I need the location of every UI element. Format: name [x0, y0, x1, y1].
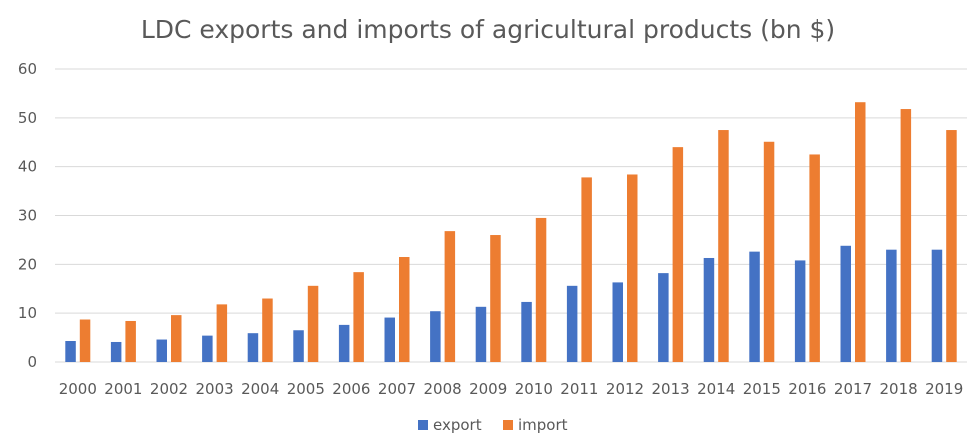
legend-label-export: export [433, 416, 482, 434]
bar-import-2016 [809, 154, 820, 362]
x-tick-label: 2007 [378, 380, 416, 398]
bar-import-2002 [171, 315, 182, 362]
bar-export-2000 [65, 341, 76, 362]
x-tick-label: 2016 [788, 380, 826, 398]
bar-import-2012 [627, 174, 638, 362]
y-tick-label: 50 [18, 109, 37, 127]
legend: export import [418, 416, 568, 434]
chart-title: LDC exports and imports of agricultural … [141, 15, 835, 44]
bar-export-2013 [658, 273, 669, 362]
legend-swatch-import [503, 420, 513, 430]
bar-import-2001 [125, 320, 136, 362]
bar-export-2006 [338, 324, 350, 362]
bar-export-2001 [110, 341, 122, 362]
x-tick-label: 2005 [287, 380, 325, 398]
x-tick-label: 2008 [424, 380, 462, 398]
gridlines [55, 68, 967, 363]
bar-export-2018 [886, 249, 897, 362]
bar-import-2011 [581, 177, 592, 362]
bar-export-2016 [794, 260, 806, 362]
x-tick-label: 2004 [241, 380, 279, 398]
legend-label-import: import [518, 416, 568, 434]
bar-export-2003 [202, 335, 213, 362]
bars [65, 102, 957, 362]
x-tick-label: 2019 [925, 380, 963, 398]
bar-export-2014 [703, 257, 715, 362]
y-tick-label: 40 [18, 158, 37, 176]
x-tick-label: 2014 [697, 380, 735, 398]
bar-import-2006 [353, 272, 364, 362]
bar-import-2013 [672, 147, 684, 362]
x-tick-label: 2000 [59, 380, 97, 398]
bar-import-2000 [79, 319, 91, 362]
bar-import-2019 [946, 130, 957, 362]
x-tick-label: 2015 [743, 380, 781, 398]
bar-export-2002 [156, 339, 167, 362]
bar-import-2005 [307, 285, 319, 362]
bar-import-2014 [718, 130, 729, 362]
y-tick-label: 10 [18, 304, 37, 322]
bar-export-2005 [293, 330, 304, 362]
bar-import-2007 [399, 257, 410, 362]
y-tick-label: 30 [18, 207, 37, 225]
x-tick-label: 2006 [332, 380, 370, 398]
y-tick-label: 60 [18, 60, 37, 78]
bar-import-2010 [535, 217, 547, 362]
x-tick-label: 2011 [560, 380, 598, 398]
bar-export-2008 [430, 311, 441, 362]
x-tick-label: 2003 [196, 380, 234, 398]
x-tick-label: 2009 [469, 380, 507, 398]
y-axis-ticks: 0 10 20 30 40 50 60 [18, 60, 37, 371]
legend-swatch-export [418, 420, 428, 430]
bar-import-2004 [262, 298, 273, 362]
y-tick-label: 0 [27, 353, 37, 371]
bar-export-2010 [521, 301, 532, 362]
bar-export-2009 [475, 306, 487, 362]
x-tick-label: 2017 [834, 380, 872, 398]
bar-import-2017 [855, 102, 866, 362]
bar-export-2004 [247, 333, 259, 362]
x-tick-label: 2012 [606, 380, 644, 398]
bar-import-2003 [216, 304, 228, 362]
x-tick-label: 2001 [104, 380, 142, 398]
bar-import-2008 [444, 231, 456, 362]
x-tick-label: 2018 [880, 380, 918, 398]
bar-export-2015 [749, 251, 760, 362]
bar-export-2012 [612, 282, 623, 362]
x-tick-label: 2013 [652, 380, 690, 398]
bar-export-2019 [931, 249, 943, 362]
x-tick-label: 2002 [150, 380, 188, 398]
bar-import-2009 [490, 235, 501, 362]
y-tick-label: 20 [18, 255, 37, 273]
bar-export-2007 [384, 317, 395, 362]
x-axis-ticks: 2000 2001 2002 2003 2004 2005 2006 2007 2008 2009… [59, 380, 964, 398]
bar-export-2011 [566, 285, 578, 362]
x-tick-label: 2010 [515, 380, 553, 398]
bar-export-2017 [840, 245, 851, 362]
bar-import-2018 [900, 109, 912, 362]
bar-import-2015 [763, 141, 775, 362]
